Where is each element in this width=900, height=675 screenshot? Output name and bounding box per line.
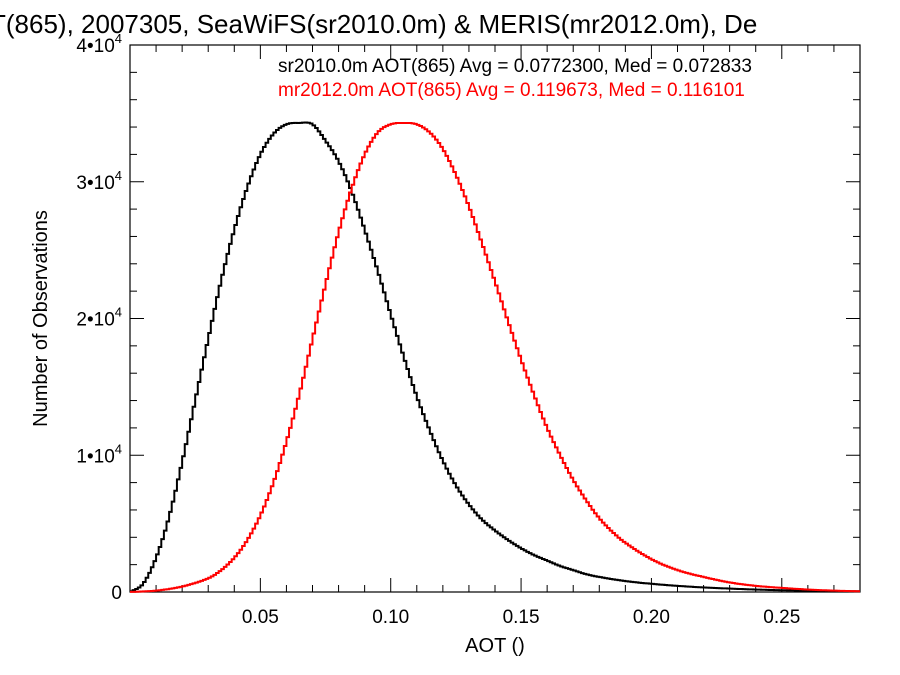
y-axis-label: Number of Observations [30,210,52,427]
x-tick-label: 0.15 [503,607,540,628]
legend-entry-1: sr2010.0m AOT(865) Avg = 0.0772300, Med … [278,56,752,77]
y-tick-label: 0 [111,583,122,604]
y-axis: 0 1•104 2•104 3•104 4•104 [76,31,860,604]
x-axis: 0.05 0.10 0.15 0.20 0.25 [155,45,835,628]
plot-frame [129,44,861,593]
x-tick-label: 0.05 [242,607,279,628]
x-tick-label: 0.10 [372,607,409,628]
series-group [130,121,860,593]
legend: sr2010.0m AOT(865) Avg = 0.0772300, Med … [278,56,752,101]
x-axis-label: AOT () [465,635,525,657]
y-tick-label: 4•104 [76,31,122,57]
legend-entry-2: mr2012.0m AOT(865) Avg = 0.119673, Med =… [278,80,745,101]
y-tick-label: 1•104 [76,441,122,467]
series-line-2 [130,121,860,593]
x-tick-label: 0.20 [633,607,670,628]
chart-title: T(865), 2007305, SeaWiFS(sr2010.0m) & ME… [0,9,757,39]
y-tick-label: 2•104 [76,305,122,331]
y-tick-label: 3•104 [76,168,122,194]
x-tick-label: 0.25 [763,607,800,628]
series-line-1 [130,121,860,593]
